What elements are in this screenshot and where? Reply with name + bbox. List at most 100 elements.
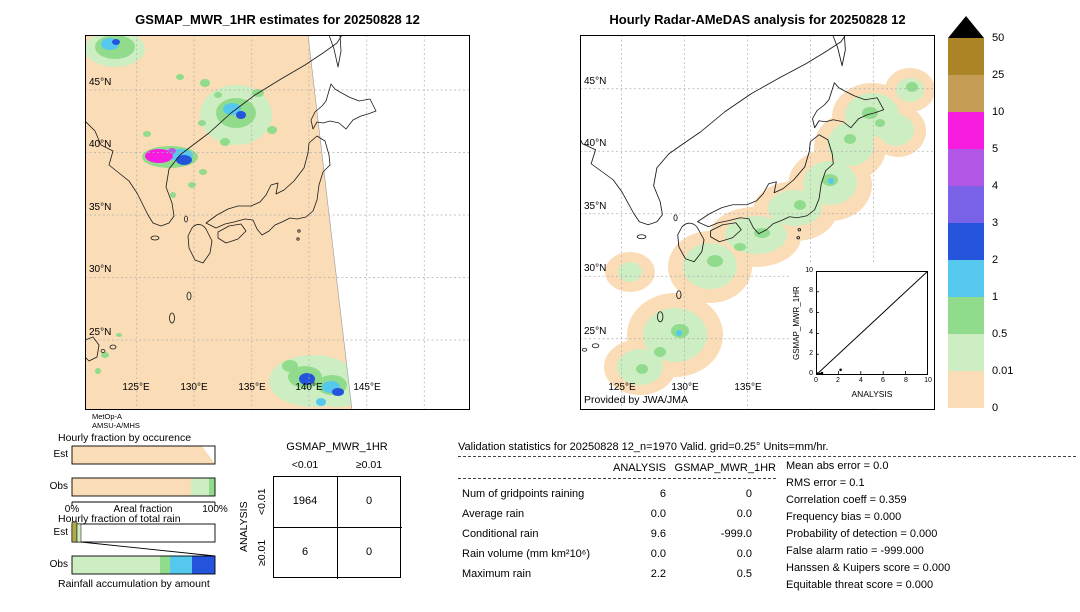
colorbar-tick-label: 4 — [992, 180, 999, 192]
divider — [458, 478, 776, 479]
lon-label: 130°E — [180, 382, 208, 393]
contingency-col-header: <0.01 — [291, 459, 319, 471]
total-rain-section-title: Hourly fraction of total rain — [58, 513, 181, 525]
validation-value-analysis: 0.0 — [650, 548, 666, 560]
validation-value-gsmap: -999.0 — [720, 528, 752, 540]
colorbar-tick-label: 25 — [992, 69, 1005, 81]
areal-axis-max: 100% — [202, 504, 228, 515]
lon-label: 135°E — [238, 382, 266, 393]
score-value: 0.359 — [879, 494, 907, 506]
inset-x-tick: 0 — [814, 377, 818, 384]
gsmap-map-title-wrap: GSMAP_MWR_1HR estimates for 20250828 12 — [85, 12, 470, 27]
validation-value-analysis: 0.0 — [650, 508, 666, 520]
lat-label: 45°N — [89, 77, 112, 88]
contingency-row-header: ≥0.01 — [256, 539, 268, 566]
swath-edge-line — [307, 34, 353, 411]
validation-value-gsmap: 0 — [745, 488, 752, 500]
fraction-bars — [71, 445, 216, 575]
lat-label: 40°N — [89, 139, 112, 150]
score-label: Correlation coeff = — [786, 494, 876, 506]
score-row: Equitable threat score = 0.000 — [786, 579, 933, 591]
lon-label: 135°E — [734, 382, 762, 393]
validation-col-header-gsmap: GSMAP_MWR_1HR — [674, 462, 776, 474]
inset-x-tick: 2 — [836, 377, 840, 384]
validation-row-label: Rain volume (mm km²10⁶) — [462, 548, 590, 560]
colorbar-tick-label: 5 — [992, 143, 999, 155]
validation-value-analysis: 9.6 — [650, 528, 666, 540]
inset-y-tick: 10 — [805, 267, 813, 274]
colorbar-tick-label: 0 — [992, 402, 999, 414]
areal-axis-label: Areal fraction — [113, 504, 173, 515]
gsmap-map-panel: 45°N 40°N 35°N 30°N 25°N 125°E 130°E 135… — [84, 31, 470, 411]
lon-label: 130°E — [671, 382, 699, 393]
sensor-label-platform: MetOp-A — [92, 412, 123, 421]
score-value: -999.000 — [880, 545, 924, 557]
lat-label: 25°N — [89, 327, 112, 338]
contingency-row-header: <0.01 — [256, 488, 268, 515]
colorbar-segment — [948, 149, 984, 186]
contingency-title: GSMAP_MWR_1HR — [286, 441, 388, 453]
colorbar-segment — [948, 260, 984, 297]
colorbar-segment — [948, 75, 984, 112]
score-label: False alarm ratio = — [786, 545, 878, 557]
colorbar-segment — [948, 297, 984, 334]
score-value: 0.000 — [909, 528, 938, 540]
obs-row-label: Obs — [49, 559, 68, 570]
score-row: Frequency bias = 0.000 — [786, 511, 901, 523]
inset-scatter: GSMAP_MWR_1HR 10 8 6 4 2 0 — [790, 263, 934, 407]
colorbar: 50 25 10 5 4 3 2 1 0.5 0.01 0 — [948, 16, 1068, 416]
gsmap-graticule — [85, 35, 470, 410]
inset-y-tick: 2 — [809, 350, 813, 357]
contingency-cell: 0 — [365, 495, 373, 507]
colorbar-segment — [948, 38, 984, 75]
validation-row-label: Average rain — [462, 508, 525, 520]
score-label: RMS error = — [786, 477, 847, 489]
score-label: Mean abs error = — [786, 460, 871, 472]
inset-y-tick: 6 — [809, 308, 813, 315]
score-row: Mean abs error = 0.0 — [786, 460, 888, 472]
score-value: 0.000 — [922, 562, 951, 574]
score-value: 0.0 — [873, 460, 889, 472]
radar-map — [564, 33, 935, 410]
colorbar-tick-label: 10 — [992, 106, 1005, 118]
validation-title: Validation statistics for 20250828 12_n=… — [458, 441, 829, 453]
est-row-label: Est — [53, 449, 68, 460]
validation-value-analysis: 2.2 — [650, 568, 666, 580]
inset-y-tick: 4 — [809, 329, 813, 336]
inset-y-tick: 8 — [809, 287, 813, 294]
swath-gap — [308, 35, 470, 410]
inset-x-axis-label: ANALYSIS — [851, 389, 893, 399]
score-row: RMS error = 0.1 — [786, 477, 865, 489]
colorbar-segment — [948, 371, 984, 408]
colorbar-tick-label: 0.01 — [992, 365, 1014, 377]
lon-label: 145°E — [353, 382, 381, 393]
validation-row-label: Num of gridpoints raining — [462, 488, 585, 500]
gsmap-map — [84, 31, 470, 411]
lat-label: 45°N — [584, 76, 607, 87]
inset-y-tick: 0 — [809, 370, 813, 377]
inset-x-tick: 8 — [904, 377, 908, 384]
colorbar-tick-label: 0.5 — [992, 328, 1008, 340]
est-row-label: Est — [53, 527, 68, 538]
lon-label: 140°E — [295, 382, 323, 393]
score-label: Equitable threat score = — [786, 579, 903, 591]
divider — [458, 456, 1076, 457]
inset-x-tick: 6 — [881, 377, 885, 384]
contingency-grid — [273, 476, 402, 579]
contingency-cell: 0 — [365, 546, 373, 558]
lat-label: 30°N — [584, 263, 607, 274]
score-label: Probability of detection = — [786, 528, 907, 540]
gsmap-map-title: GSMAP_MWR_1HR estimates for 20250828 12 — [135, 12, 420, 27]
lat-label: 25°N — [584, 326, 607, 337]
validation-row-label: Maximum rain — [462, 568, 532, 580]
validation-value-analysis: 6 — [659, 488, 666, 500]
contingency-cell: 6 — [301, 546, 309, 558]
colorbar-segments — [948, 38, 984, 408]
contingency-cell: 1964 — [292, 495, 318, 507]
gsmap-precip-cells — [85, 31, 369, 407]
radar-map-title: Hourly Radar-AMeDAS analysis for 2025082… — [609, 12, 906, 27]
inset-axes — [816, 271, 928, 375]
score-row: False alarm ratio = -999.000 — [786, 545, 924, 557]
colorbar-overflow-triangle-icon — [948, 16, 984, 38]
occurrence-section-title: Hourly fraction by occurence — [58, 432, 192, 444]
